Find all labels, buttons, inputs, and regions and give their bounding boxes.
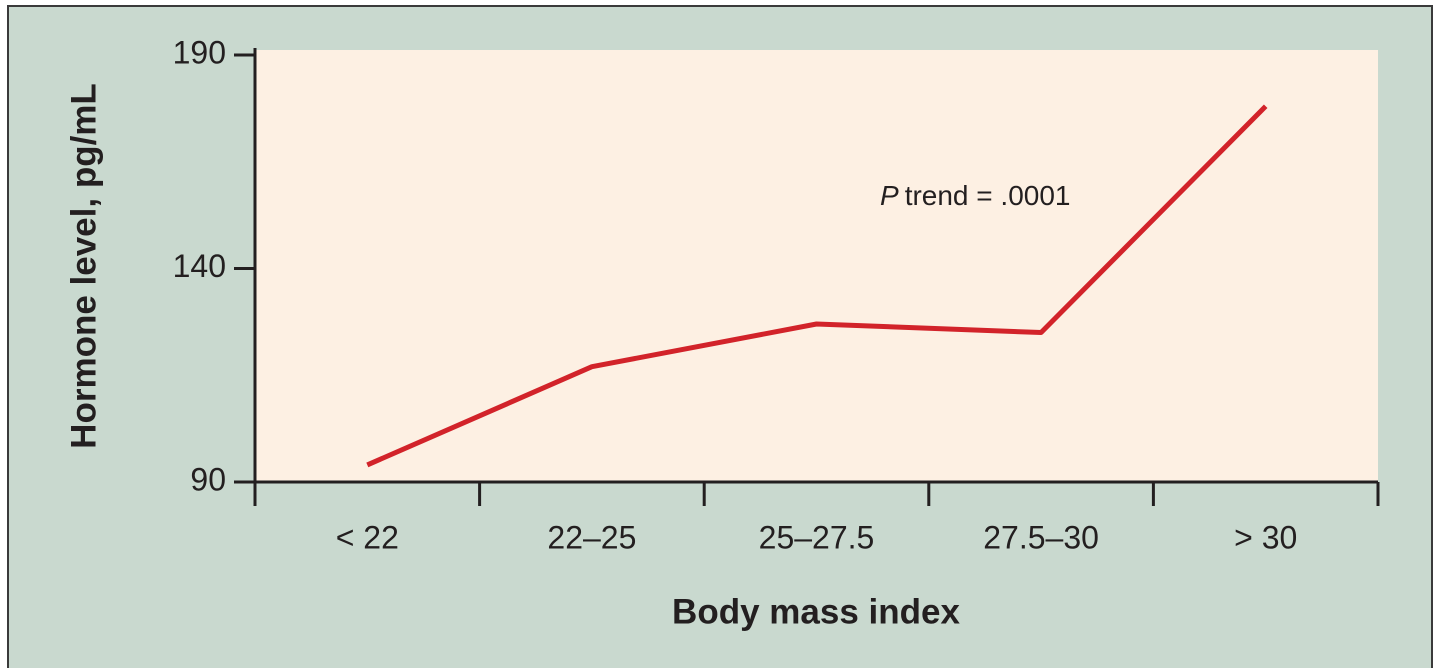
annotation-text: trend = .0001 (905, 180, 1071, 211)
x-axis-title: Body mass index (672, 592, 960, 631)
x-tick-label: 22–25 (547, 519, 636, 555)
x-tick-label: 27.5–30 (983, 519, 1099, 555)
y-axis-title: Hormone level, pg/mL (64, 83, 103, 449)
x-tick-label: 25–27.5 (759, 519, 875, 555)
data-line (366, 104, 1268, 468)
y-tick-label: 190 (173, 34, 226, 70)
x-tick-label: < 22 (336, 519, 399, 555)
x-tick-label: > 30 (1234, 519, 1297, 555)
y-tick-label: 140 (173, 248, 226, 284)
plot-area (255, 50, 1378, 482)
annotation-italic: P (880, 180, 899, 211)
y-tick-label: 90 (190, 461, 226, 497)
